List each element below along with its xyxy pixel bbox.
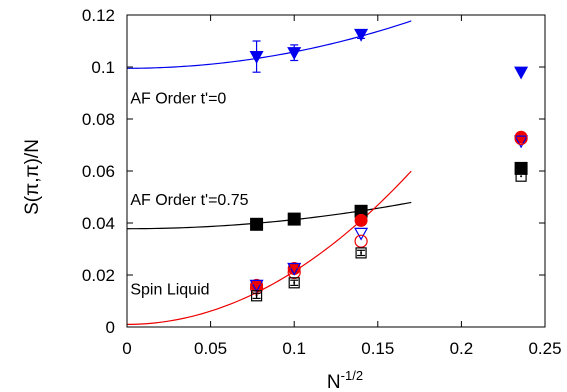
data-point xyxy=(355,247,367,259)
data-point xyxy=(514,66,529,80)
y-tick-label: 0.06 xyxy=(82,162,115,181)
x-tick-label: 0 xyxy=(122,339,131,358)
data-point xyxy=(354,213,368,227)
data-point xyxy=(514,161,528,175)
data-point xyxy=(249,50,264,64)
plot-frame xyxy=(126,14,546,328)
x-axis-title: N-1/2 xyxy=(327,368,363,392)
data-point xyxy=(515,170,527,182)
annotation-label: AF Order t'=0 xyxy=(130,90,226,107)
data-point xyxy=(287,265,301,279)
x-tick-label: 0.15 xyxy=(361,339,394,358)
annotation-label: Spin Liquid xyxy=(130,282,209,299)
data-point xyxy=(514,135,529,149)
x-tick-label: 0.25 xyxy=(528,339,561,358)
data-point xyxy=(287,262,302,276)
plot-area xyxy=(126,20,529,325)
y-tick-label: 0.02 xyxy=(82,266,115,285)
data-point xyxy=(354,227,369,241)
y-tick-label: 0.12 xyxy=(82,6,115,25)
data-point-center xyxy=(255,294,258,297)
x-axis-title-exponent: -1/2 xyxy=(341,368,363,383)
y-tick-label: 0.04 xyxy=(82,214,115,233)
data-point xyxy=(354,28,369,42)
data-point-center xyxy=(293,281,296,284)
data-point xyxy=(287,212,301,226)
data-point-center xyxy=(520,175,523,178)
x-tick-label: 0.2 xyxy=(450,339,474,358)
fit-curve xyxy=(126,20,412,69)
x-tick-label: 0.1 xyxy=(282,339,306,358)
data-point xyxy=(514,131,528,146)
y-tick-label: 0.1 xyxy=(91,58,115,77)
data-point xyxy=(288,277,300,289)
x-tick-label: 0.05 xyxy=(194,339,227,358)
data-point xyxy=(249,279,264,293)
data-point xyxy=(287,47,302,60)
data-point xyxy=(250,290,263,302)
data-point xyxy=(250,217,264,231)
y-axis-title: S(π,π)/N xyxy=(22,139,43,215)
annotation-label: AF Order t'=0.75 xyxy=(130,192,248,209)
data-point-center xyxy=(360,251,363,254)
data-point xyxy=(354,234,368,248)
x-axis-title-base: N xyxy=(327,372,341,392)
data-point xyxy=(250,278,264,292)
y-tick-label: 0 xyxy=(106,318,115,337)
y-tick-label: 0.08 xyxy=(82,110,115,129)
